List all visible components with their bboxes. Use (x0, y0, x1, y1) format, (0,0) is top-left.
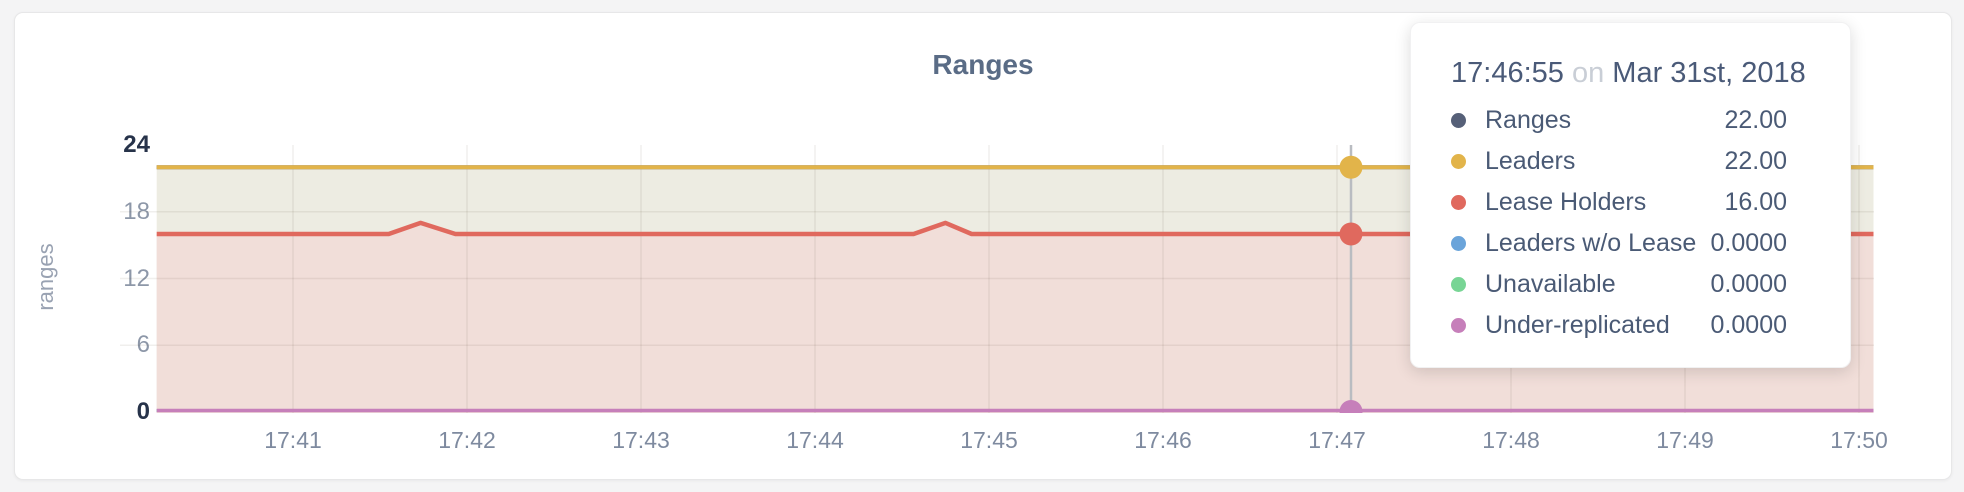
tooltip-date: Mar 31st, 2018 (1612, 57, 1806, 89)
hover-marker-lease-holders (1339, 222, 1363, 246)
series-label: Lease Holders (1485, 188, 1647, 216)
x-tick-label: 17:41 (264, 427, 322, 453)
tooltip-row: Unavailable 0.0000 (1451, 264, 1787, 305)
series-color-dot-icon (1451, 195, 1466, 210)
tooltip-conjunction: on (1571, 57, 1605, 89)
y-tick-label: 6 (136, 331, 150, 359)
tooltip-timestamp: 17:46:55 on Mar 31st, 2018 (1451, 57, 1806, 90)
x-tick-label: 17:45 (960, 427, 1018, 453)
chart-title: Ranges (932, 49, 1034, 80)
series-label: Under-replicated (1485, 311, 1670, 339)
x-tick-label: 17:50 (1830, 427, 1888, 453)
x-tick-label: 17:43 (612, 427, 670, 453)
y-tick-label: 12 (123, 264, 150, 292)
hover-marker-under-replicated (1339, 400, 1363, 413)
y-tick-label: 0 (136, 398, 150, 425)
series-value: 16.00 (1724, 188, 1787, 216)
tooltip-row: Lease Holders 16.00 (1451, 182, 1787, 223)
series-value: 0.0000 (1710, 229, 1787, 257)
x-tick-label: 17:49 (1656, 427, 1714, 453)
series-color-dot-icon (1451, 154, 1466, 169)
hover-marker-leaders (1339, 155, 1363, 179)
series-color-dot-icon (1451, 318, 1466, 333)
series-line-lease-holders (156, 220, 1874, 237)
series-label: Ranges (1485, 106, 1572, 134)
tooltip-row: Ranges 22.00 (1451, 100, 1787, 141)
tooltip-row: Leaders w/o Lease 0.0000 (1451, 223, 1787, 264)
x-tick-label: 17:44 (786, 427, 844, 453)
tooltip-row: Leaders 22.00 (1451, 141, 1787, 182)
series-value: 0.0000 (1710, 270, 1787, 298)
series-value: 22.00 (1724, 106, 1787, 134)
tooltip-time: 17:46:55 (1451, 57, 1564, 89)
y-tick-label: 18 (123, 197, 150, 225)
series-label: Unavailable (1485, 270, 1616, 298)
series-color-dot-icon (1451, 113, 1466, 128)
x-tick-label: 17:47 (1308, 427, 1366, 453)
tooltip-row: Under-replicated 0.0000 (1451, 305, 1787, 346)
series-color-dot-icon (1451, 277, 1466, 292)
series-label: Leaders (1485, 147, 1576, 175)
tooltip-legend: Ranges 22.00 Leaders 22.00 Lease Holders 16.0… (1451, 100, 1787, 346)
x-tick-label: 17:42 (438, 427, 496, 453)
x-tick-label: 17:46 (1134, 427, 1192, 453)
x-tick-label: 17:48 (1482, 427, 1540, 453)
series-color-dot-icon (1451, 236, 1466, 251)
y-tick-label: 24 (123, 131, 150, 158)
hover-tooltip: 17:46:55 on Mar 31st, 2018 Ranges 22.00 Le… (1410, 22, 1851, 368)
series-label: Leaders w/o Lease (1485, 229, 1697, 257)
series-value: 22.00 (1724, 147, 1787, 175)
series-value: 0.0000 (1710, 311, 1787, 339)
